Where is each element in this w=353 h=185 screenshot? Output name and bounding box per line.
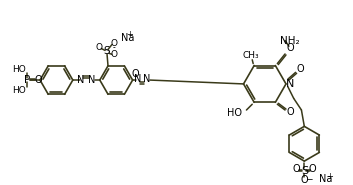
Text: P: P <box>24 75 31 85</box>
Text: O: O <box>287 43 295 53</box>
Text: O: O <box>286 107 294 117</box>
Text: O: O <box>131 69 139 79</box>
Text: −: − <box>305 174 313 183</box>
Text: O: O <box>308 164 316 174</box>
Text: N: N <box>286 79 294 89</box>
Text: S: S <box>104 46 110 56</box>
Text: CH₃: CH₃ <box>243 51 259 60</box>
Text: N: N <box>134 74 141 84</box>
Text: O: O <box>297 64 304 74</box>
Text: Na: Na <box>319 174 332 184</box>
Text: HO: HO <box>12 86 25 95</box>
Text: +: + <box>126 31 133 39</box>
Text: O: O <box>300 175 308 185</box>
Text: N: N <box>143 74 151 84</box>
Text: HO: HO <box>227 108 241 118</box>
Text: HO: HO <box>12 65 25 74</box>
Text: O: O <box>34 75 42 85</box>
Text: S: S <box>301 166 308 176</box>
Text: -: - <box>112 43 115 52</box>
Text: +: + <box>326 172 333 181</box>
Text: O: O <box>110 50 117 59</box>
Text: NH₂: NH₂ <box>280 36 300 46</box>
Text: N: N <box>88 75 96 85</box>
Text: O: O <box>293 164 300 174</box>
Text: O: O <box>110 39 117 48</box>
Text: O: O <box>96 43 103 52</box>
Text: Na: Na <box>121 33 134 43</box>
Text: N: N <box>77 75 84 85</box>
